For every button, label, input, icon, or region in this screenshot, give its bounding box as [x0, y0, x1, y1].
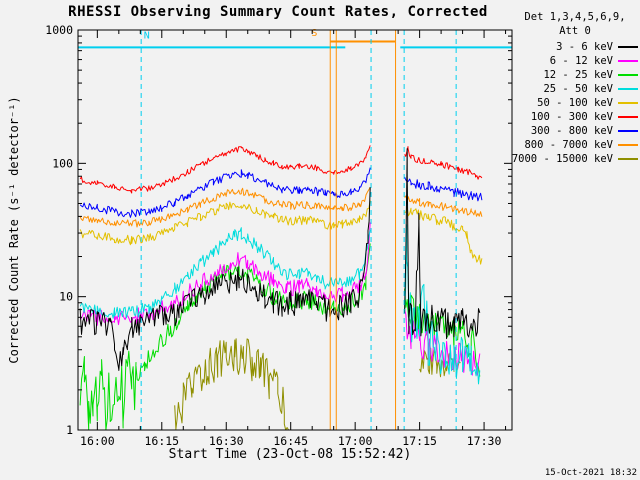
legend-color-line	[618, 102, 638, 104]
legend-entry: 800 - 7000 keV	[512, 138, 638, 152]
legend-color-line	[618, 144, 638, 146]
legend-color-line	[618, 130, 638, 132]
legend-entry-label: 12 - 25 keV	[543, 69, 613, 81]
series-line	[79, 167, 483, 218]
creation-timestamp: 15-Oct-2021 18:32	[544, 468, 637, 478]
legend-color-line	[618, 88, 638, 90]
flag-label: N	[144, 31, 150, 42]
x-tick-label: 17:30	[467, 434, 502, 448]
series-line	[79, 200, 483, 265]
legend-entry: 100 - 300 keV	[512, 110, 638, 124]
y-tick-label: 1000	[45, 23, 73, 37]
legend-entry-label: 6 - 12 keV	[549, 55, 613, 67]
legend-entry: 300 - 800 keV	[512, 124, 638, 138]
legend-color-line	[618, 74, 638, 76]
y-tick-label: 100	[52, 156, 73, 170]
legend-entry-label: 25 - 50 keV	[543, 83, 613, 95]
legend-color-line	[618, 46, 638, 48]
x-axis-label: Start Time (23-Oct-08 15:52:42)	[168, 447, 412, 462]
y-axis-label: Corrected Count Rate (s⁻¹ detector⁻¹)	[7, 96, 21, 364]
legend: Det 1,3,4,5,6,9, Att 0 3 - 6 keV 6 - 12 k…	[512, 10, 638, 166]
legend-entry: 12 - 25 keV	[512, 68, 638, 82]
chart-title: RHESSI Observing Summary Count Rates, Co…	[68, 4, 488, 20]
legend-entry: 25 - 50 keV	[512, 82, 638, 96]
legend-entry: 6 - 12 keV	[512, 54, 638, 68]
y-tick-label: 1	[66, 423, 73, 437]
plot-frame	[77, 29, 513, 431]
x-tick-label: 17:00	[338, 434, 373, 448]
legend-detectors: Det 1,3,4,5,6,9,	[524, 11, 626, 23]
legend-attenuator: Att 0	[559, 25, 591, 37]
legend-color-line	[618, 60, 638, 62]
x-tick-label: 16:45	[273, 434, 308, 448]
legend-entry-label: 100 - 300 keV	[530, 111, 613, 123]
x-tick-label: 16:15	[144, 434, 179, 448]
legend-entry-label: 3 - 6 keV	[556, 41, 613, 53]
series-line	[79, 186, 483, 228]
series-line	[79, 145, 483, 194]
legend-entry: 7000 - 15000 keV	[512, 152, 638, 166]
series-line	[174, 338, 461, 430]
legend-entry-label: 300 - 800 keV	[530, 125, 613, 137]
series-line	[79, 148, 481, 371]
legend-entry: 3 - 6 keV	[512, 40, 638, 54]
legend-color-line	[618, 158, 638, 160]
x-tick-label: 16:30	[209, 434, 244, 448]
x-tick-label: 17:15	[402, 434, 437, 448]
legend-entry: 50 - 100 keV	[512, 96, 638, 110]
x-tick-label: 16:00	[80, 434, 115, 448]
legend-entry-label: 50 - 100 keV	[537, 97, 613, 109]
legend-color-line	[618, 116, 638, 118]
legend-entry-label: 7000 - 15000 keV	[511, 153, 613, 165]
legend-entries: 3 - 6 keV 6 - 12 keV 12 - 25 keV 25 - 50 ke…	[512, 40, 638, 166]
y-tick-label: 10	[59, 290, 73, 304]
flag-label: S	[311, 28, 317, 39]
legend-entry-label: 800 - 7000 keV	[524, 139, 613, 151]
